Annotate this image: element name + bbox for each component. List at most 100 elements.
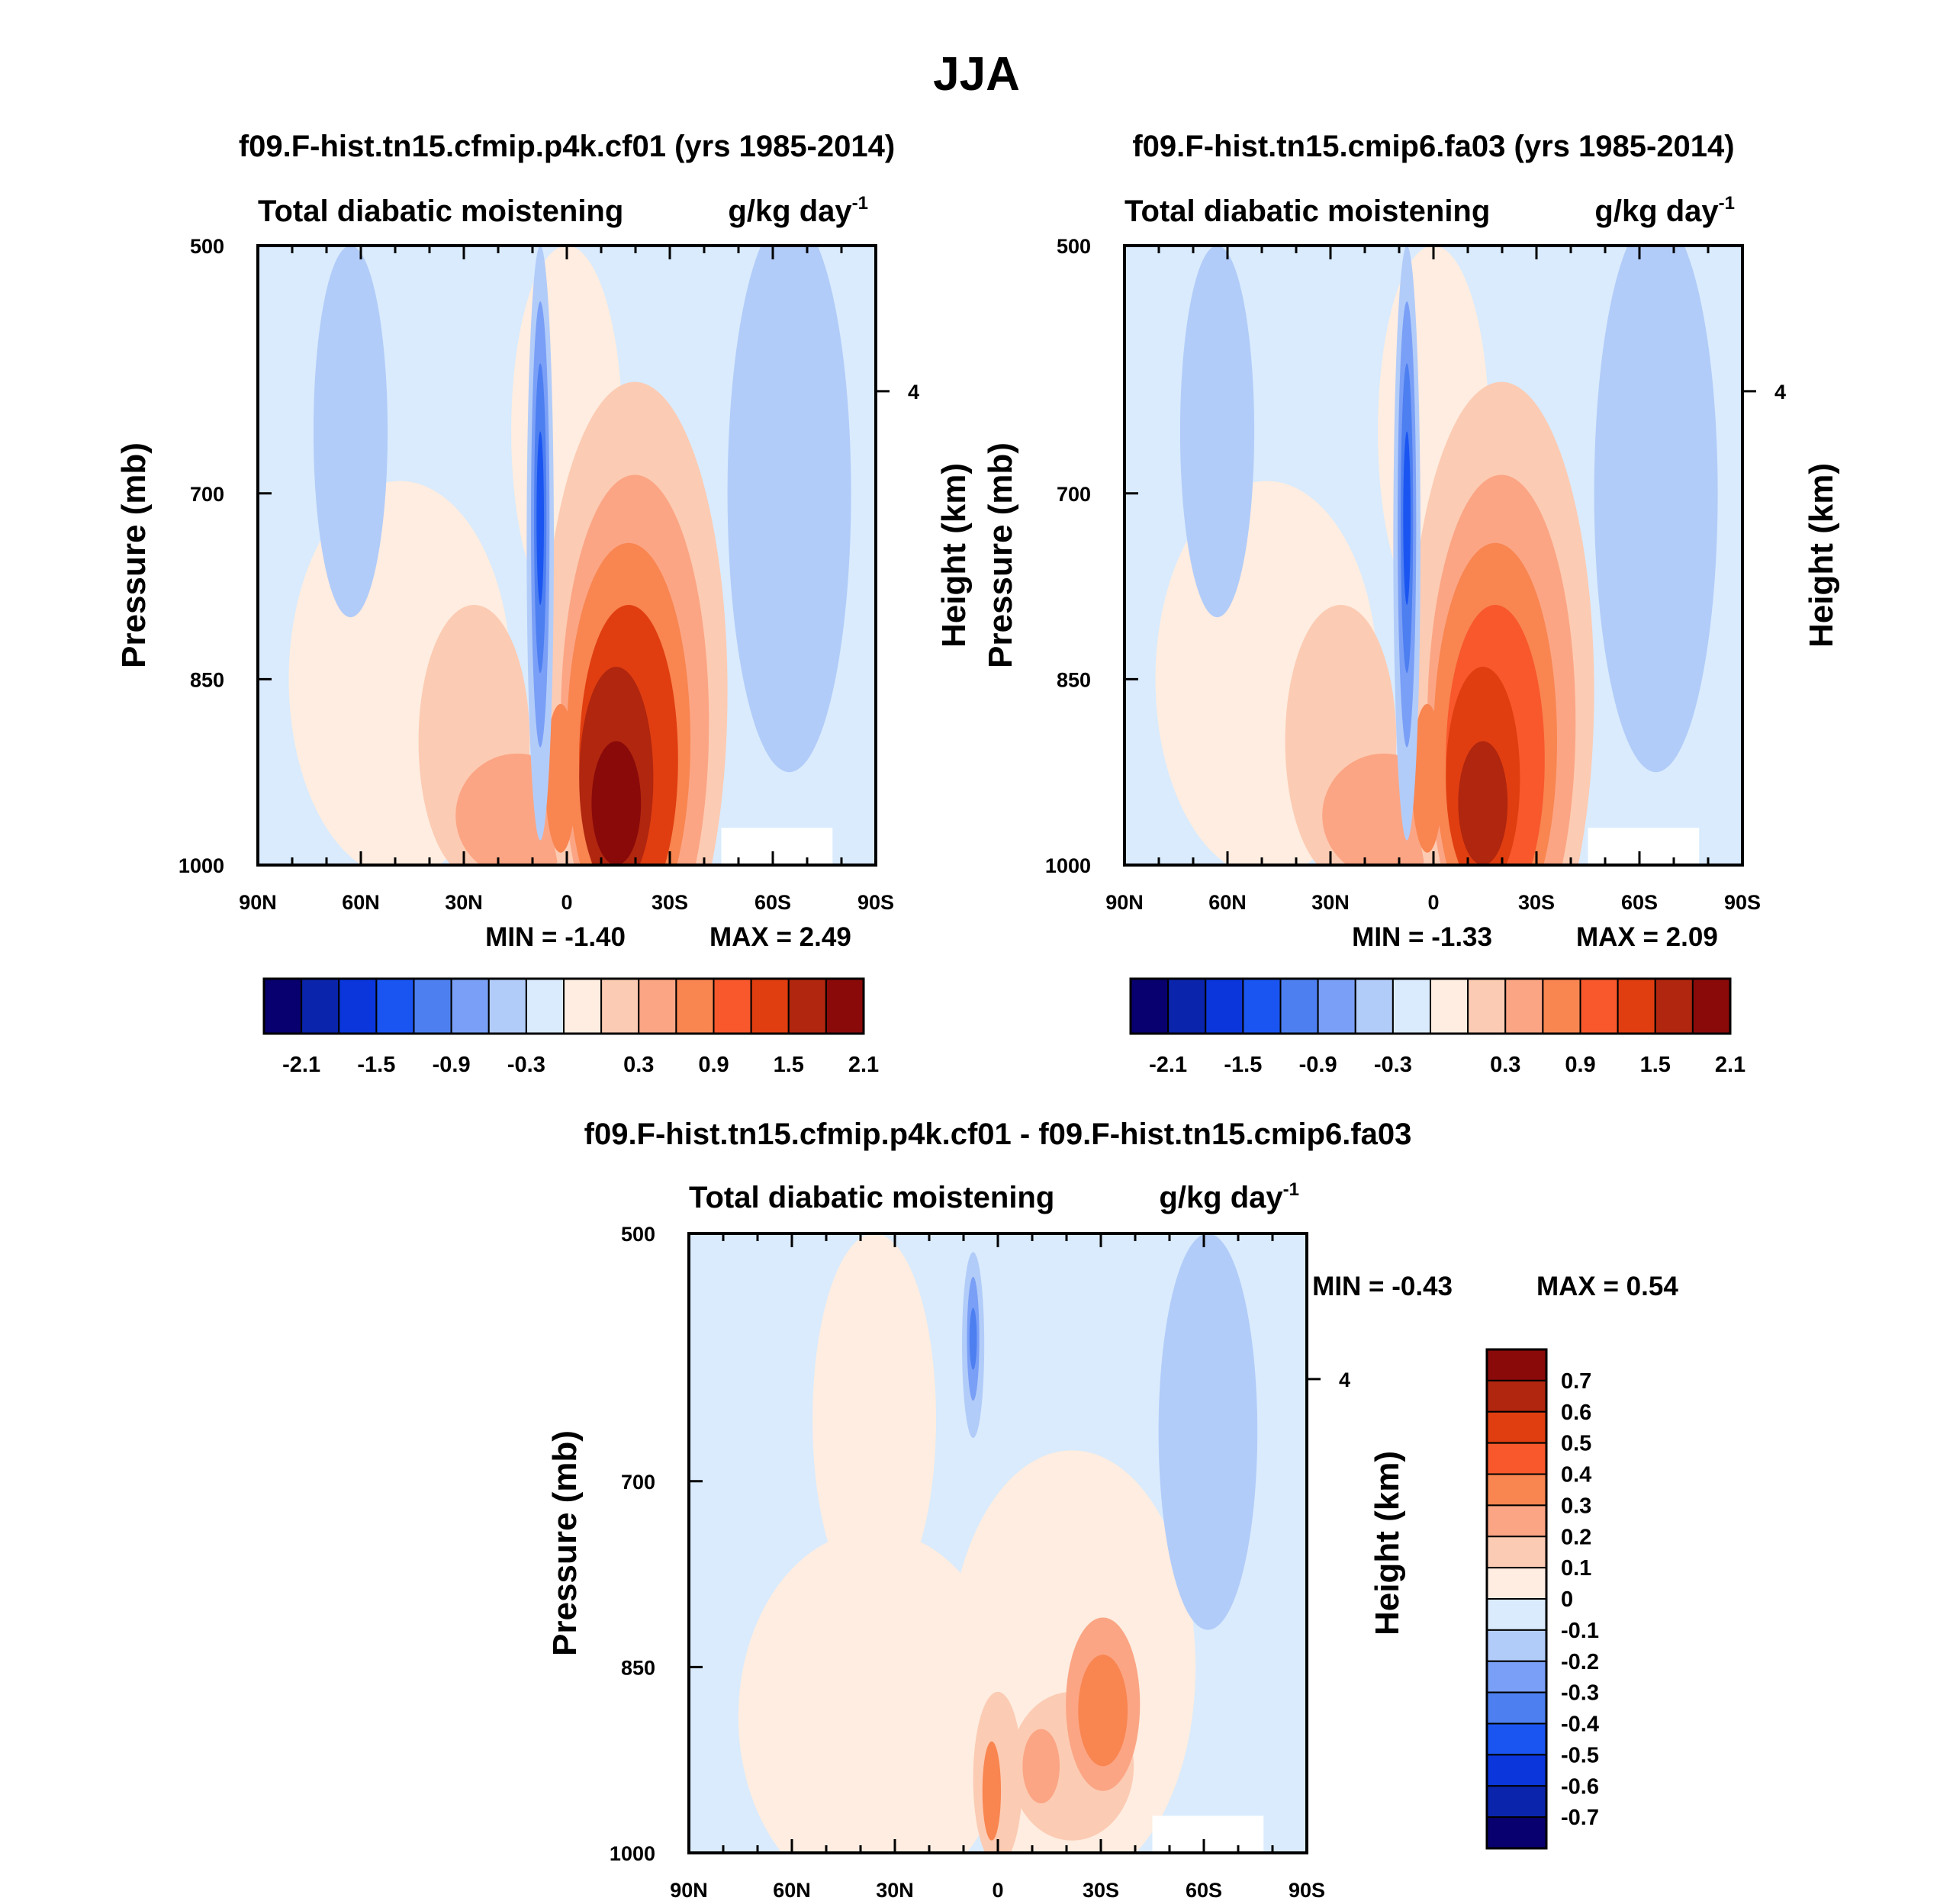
colorbar-box — [1486, 1442, 1547, 1475]
colorbar-label: 2.1 — [1715, 1053, 1745, 1077]
colorbar-label: 2.1 — [848, 1053, 879, 1077]
y-tick-label: 850 — [190, 668, 224, 691]
colorbar-label: -0.2 — [1561, 1650, 1599, 1674]
colorbar-box — [450, 978, 490, 1034]
x-tick-label: 60N — [773, 1879, 811, 1902]
y-axis-right-label: Height (km) — [935, 463, 973, 648]
colorbar-box — [750, 978, 790, 1034]
x-tick-label: 30N — [445, 891, 483, 914]
colorbar-box — [713, 978, 752, 1034]
x-tick-label: 60N — [342, 891, 380, 914]
units-label: g/kg day-1 — [1159, 1179, 1299, 1214]
x-tick-label: 60N — [1208, 891, 1247, 914]
panel-top-right: f09.F-hist.tn15.cmip6.fa03 (yrs 1985-201… — [982, 130, 1840, 1077]
colorbar-label: -0.1 — [1561, 1619, 1599, 1643]
x-tick-label: 30N — [1311, 891, 1350, 914]
colorbar-box — [301, 978, 340, 1034]
colorbar-label: -0.5 — [1561, 1743, 1599, 1767]
contour-region-4 — [1594, 246, 1718, 773]
y-axis-label: Pressure (mb) — [982, 442, 1019, 668]
contour-region-9 — [982, 1741, 1002, 1841]
colorbar-label: 1.5 — [774, 1053, 804, 1077]
colorbar-box — [638, 978, 677, 1034]
case-title: f09.F-hist.tn15.cfmip.p4k.cf01 (yrs 1985… — [239, 130, 895, 163]
units-text: g/kg day — [728, 195, 852, 228]
contour-region-13 — [1411, 703, 1443, 853]
y-tick-label: 1000 — [610, 1842, 655, 1865]
min-label: MIN = -1.33 — [1352, 922, 1492, 952]
colorbar-box — [1617, 978, 1656, 1034]
colorbar-box — [1242, 978, 1282, 1034]
colorbar-label: 0.6 — [1561, 1401, 1591, 1425]
x-tick-label: 60S — [1186, 1879, 1222, 1902]
y-axis-label: Pressure (mb) — [546, 1430, 584, 1656]
x-tick-label: 60S — [754, 891, 791, 914]
x-tick-label: 0 — [561, 891, 572, 914]
max-label: MAX = 0.54 — [1536, 1272, 1678, 1301]
contour-region-8 — [1078, 1655, 1128, 1767]
y-tick-label: 700 — [1057, 483, 1091, 506]
right-tick-label: 4 — [908, 381, 919, 404]
contour-region-17 — [1403, 431, 1411, 605]
units-exponent: -1 — [852, 193, 868, 214]
contour-region-13 — [545, 703, 577, 853]
colorbar-box — [1486, 1785, 1547, 1819]
y-tick-label: 500 — [1057, 235, 1091, 258]
colorbar: -2.1 -1.5 -0.9 -0.3 0.3 0.9 1.5 2.1 — [1129, 977, 1745, 1077]
colorbar-box — [1430, 978, 1469, 1034]
x-tick-label: 30S — [652, 891, 688, 914]
colorbar-box — [1392, 978, 1431, 1034]
x-tick-label: 90S — [1289, 1879, 1325, 1902]
colorbar-box — [1486, 1754, 1547, 1787]
missing-data-region — [721, 828, 833, 865]
colorbar-box — [525, 978, 565, 1034]
colorbar-box — [1486, 1536, 1547, 1569]
colorbar-box — [1486, 1722, 1547, 1756]
colorbar-label: -2.1 — [1149, 1053, 1187, 1077]
colorbar-box — [375, 978, 415, 1034]
variable-label: Total diabatic moistening — [1125, 195, 1490, 228]
colorbar-label: -0.7 — [1561, 1806, 1599, 1830]
y-tick-label: 500 — [190, 235, 224, 258]
contour-region-12 — [1458, 741, 1508, 865]
colorbar-box — [413, 978, 452, 1034]
units-text: g/kg day — [1594, 195, 1719, 228]
colorbar-box — [675, 978, 715, 1034]
case-title: f09.F-hist.tn15.cmip6.fa03 (yrs 1985-201… — [1132, 130, 1734, 163]
colorbar-box — [1486, 1660, 1547, 1693]
x-tick-label: 60S — [1621, 891, 1658, 914]
colorbar-box — [1654, 978, 1694, 1034]
colorbar-label: -0.9 — [1299, 1053, 1337, 1077]
colorbar-frame — [1129, 977, 1732, 1035]
units-text: g/kg day — [1159, 1181, 1283, 1214]
colorbar-label: 0.3 — [1561, 1494, 1591, 1518]
variable-label: Total diabatic moistening — [689, 1181, 1054, 1214]
contour-region-3 — [1179, 246, 1255, 618]
x-tick-label: 30N — [876, 1879, 914, 1902]
contour-field — [689, 1233, 1307, 1853]
colorbar-frame — [262, 977, 865, 1035]
max-label: MAX = 2.09 — [1576, 922, 1718, 952]
colorbar-box — [1486, 1410, 1547, 1444]
right-tick-label: 4 — [1339, 1368, 1350, 1391]
panel-top-left: f09.F-hist.tn15.cfmip.p4k.cf01 (yrs 1985… — [115, 130, 973, 1077]
colorbar-label: 0.7 — [1561, 1369, 1591, 1394]
case-title: f09.F-hist.tn15.cfmip.p4k.cf01 - f09.F-h… — [584, 1118, 1412, 1151]
colorbar-box — [1205, 978, 1244, 1034]
colorbar-box — [1467, 978, 1507, 1034]
colorbar-box — [1279, 978, 1319, 1034]
y-tick-label: 500 — [621, 1223, 655, 1246]
colorbar-box — [1486, 1504, 1547, 1538]
colorbar: 0.7 0.6 0.5 0.4 0.3 0.2 0.1 0 -0.1 -0.2 -0.3 -0.4 -0… — [1485, 1348, 1599, 1850]
colorbar-label: 0.9 — [1565, 1053, 1595, 1077]
colorbar-box — [1486, 1629, 1547, 1662]
y-tick-label: 700 — [190, 483, 224, 506]
max-label: MAX = 2.49 — [709, 922, 851, 952]
colorbar-box — [1354, 978, 1394, 1034]
colorbar-label: -0.3 — [507, 1053, 545, 1077]
colorbar-label: 0.4 — [1561, 1463, 1591, 1488]
colorbar-label: -0.6 — [1561, 1774, 1599, 1799]
y-tick-label: 1000 — [179, 854, 224, 877]
variable-label: Total diabatic moistening — [258, 195, 623, 228]
